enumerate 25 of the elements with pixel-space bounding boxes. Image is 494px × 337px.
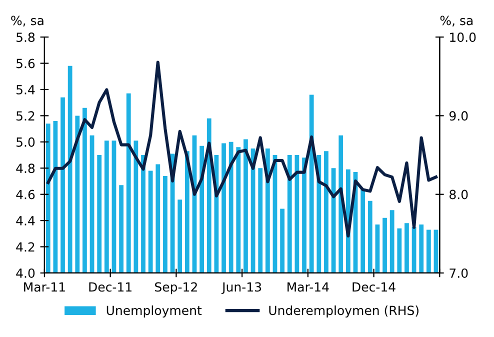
y-tick-label: 5.0 [16, 137, 35, 147]
y2-tick-label: 9.0 [449, 111, 468, 121]
y-tick-label: 4.6 [16, 190, 35, 200]
x-tick-label: Sep-12 [155, 282, 197, 294]
x-tick-label: Dec-11 [89, 282, 132, 292]
y-tick-label: 5.8 [16, 32, 35, 42]
y-tick-label: 4.8 [16, 164, 35, 174]
y-tick-label: 4.0 [16, 268, 35, 278]
y2-tick-label: 8.0 [450, 190, 468, 200]
y-axis-title: %, sa [11, 16, 44, 26]
y2-axis-title: %, sa [440, 16, 473, 26]
legend-label: Underemploymen (RHS) [269, 305, 418, 318]
x-tick-label: Mar-11 [24, 282, 65, 292]
x-tick-label: Jun-13 [221, 282, 262, 294]
y-tick-label: 4.4 [16, 216, 35, 226]
x-tick-label: Mar-14 [288, 282, 329, 292]
y-tick-label: 5.2 [16, 111, 34, 121]
y2-tick-label: 7.0 [450, 268, 468, 278]
y-tick-label: 5.6 [16, 58, 35, 68]
line-series [46, 60, 438, 238]
y-tick-label: 4.2 [16, 242, 34, 252]
y-tick-label: 5.4 [16, 85, 35, 94]
y2-tick-label: 10.0 [450, 32, 476, 42]
x-tick-label: Dec-14 [352, 282, 396, 292]
legend-label: Unemployment [106, 305, 202, 318]
